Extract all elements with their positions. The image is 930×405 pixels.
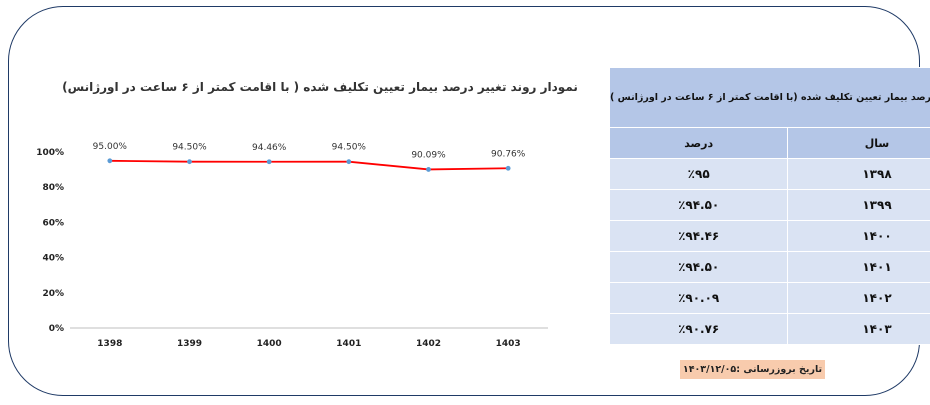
data-labels: 95.00% 94.50% 94.46% 94.50% 90.09% 90.76% [93,142,526,161]
row-percent: ٪۹۵ [608,158,789,190]
y-tick-label: 100% [36,148,64,158]
x-tick-label: 1401 [336,339,361,349]
table-row: ۱۴۰۱ ٪۹۴.۵۰ [608,251,930,283]
table-row: ۱۴۰۳ ٪۹۰.۷۶ [608,313,930,345]
chart-title: نمودار روند تغییر درصد بیمار تعیین تکلیف… [62,80,578,94]
table-row: ۱۴۰۲ ٪۹۰.۰۹ [608,282,930,314]
row-percent: ٪۹۰.۷۶ [608,313,789,345]
data-point [266,159,272,165]
table-row: ۱۳۹۹ ٪۹۴.۵۰ [608,189,930,221]
table-row: ۱۴۰۰ ٪۹۴.۴۶ [608,220,930,252]
row-year: ۱۴۰۰ [787,220,930,252]
row-percent: ٪۹۰.۰۹ [608,282,789,314]
row-year: ۱۳۹۹ [787,189,930,221]
y-tick-label: 80% [42,183,64,193]
data-point [505,165,511,171]
row-year: ۱۴۰۱ [787,251,930,283]
stats-table-wrap: جدول درصد بیمار تعیین تکلیف شده (با اقام… [608,67,930,345]
data-label: 90.76% [491,149,526,159]
x-tick-label: 1403 [496,339,521,349]
y-tick-label: 0% [49,324,64,334]
data-label: 94.50% [332,143,367,153]
x-tick-label: 1400 [257,339,282,349]
series-markers [107,158,511,172]
table-row: ۱۳۹۸ ٪۹۵ [608,158,930,190]
row-percent: ٪۹۴.۵۰ [608,251,789,283]
row-year: ۱۴۰۳ [787,313,930,345]
header-percent: درصد [608,127,789,159]
y-axis: 0% 20% 40% 60% 80% 100% [36,148,64,334]
stats-table: جدول درصد بیمار تعیین تکلیف شده (با اقام… [608,67,930,345]
data-label: 90.09% [411,150,446,160]
table-title: جدول درصد بیمار تعیین تکلیف شده (با اقام… [609,67,930,128]
series-line [109,159,509,171]
header-year: سال [787,127,930,159]
y-tick-label: 60% [42,218,64,228]
row-year: ۱۳۹۸ [787,158,930,190]
update-date-note: تاریخ بروزرسانی :۱۴۰۳/۱۲/۰۵ [680,360,825,379]
data-label: 95.00% [93,142,128,152]
data-point [426,167,431,172]
data-point [346,159,352,165]
row-year: ۱۴۰۲ [787,282,930,314]
x-tick-label: 1398 [97,339,122,349]
data-point [187,159,192,165]
data-label: 94.50% [172,143,207,153]
x-tick-label: 1402 [416,339,441,349]
data-label: 94.46% [252,143,287,153]
y-tick-label: 20% [42,289,64,299]
data-point [107,158,113,164]
row-percent: ٪۹۴.۴۶ [608,220,789,252]
y-tick-label: 40% [42,254,64,264]
x-tick-label: 1399 [177,339,202,349]
x-axis: 1398 1399 1400 1401 1402 1403 [97,339,520,349]
row-percent: ٪۹۴.۵۰ [608,189,789,221]
